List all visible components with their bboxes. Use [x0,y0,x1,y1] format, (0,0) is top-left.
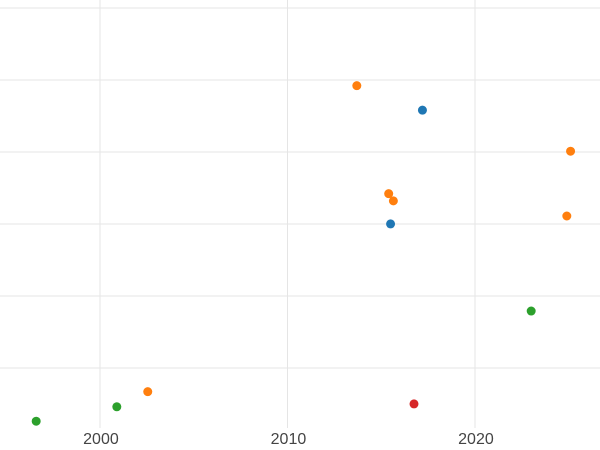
x-tick-label: 2020 [458,431,494,448]
data-point-green-series [526,306,536,316]
data-point-red-series [409,399,419,409]
data-point-orange-series [352,81,362,91]
data-point-blue-series [417,105,427,115]
x-tick-label: 2010 [271,431,307,448]
data-point-orange-series [562,211,572,221]
data-point-green-series [31,416,41,426]
x-tick-label: 2000 [83,431,119,448]
data-point-orange-series [143,387,153,397]
data-point-orange-series [388,196,398,206]
data-point-green-series [112,402,122,412]
data-point-orange-series [384,189,394,199]
data-point-orange-series [566,146,576,156]
data-point-blue-series [386,219,396,229]
